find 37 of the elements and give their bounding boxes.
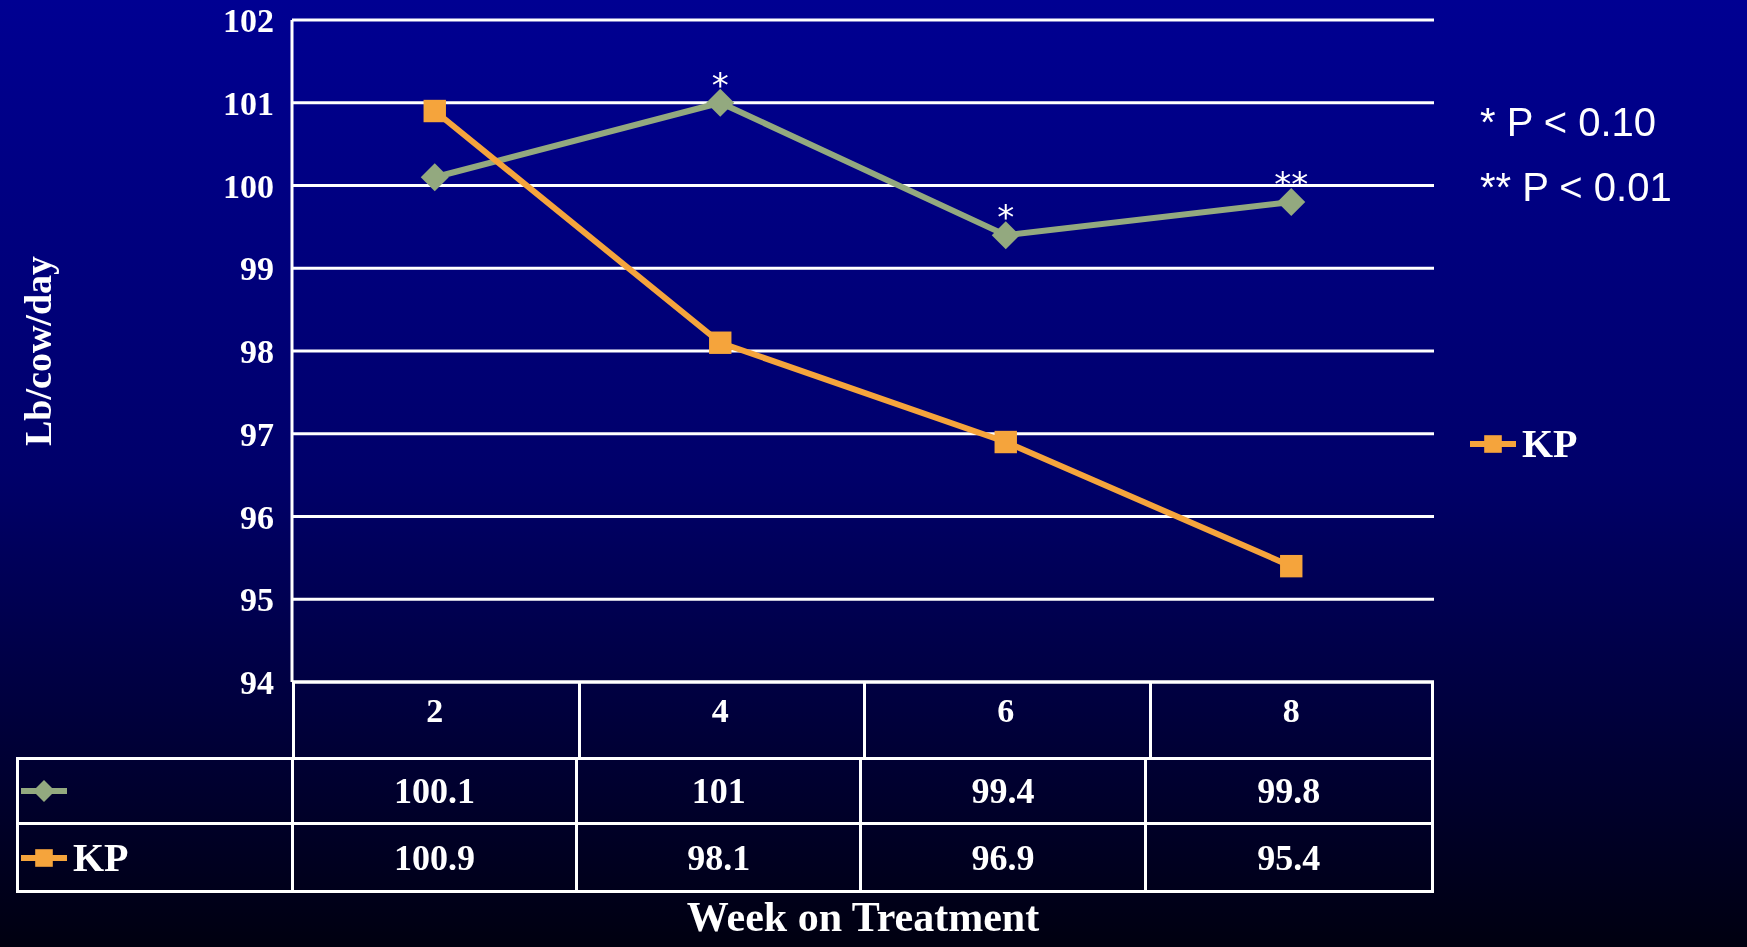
y-axis-title: Lb/cow/day [16, 255, 60, 447]
y-tick-label: 97 [240, 415, 274, 453]
annotation: * [997, 197, 1015, 238]
annotation: * [711, 64, 729, 105]
data-label: 99.8 [1256, 770, 1322, 813]
y-tick-label: 99 [240, 250, 274, 288]
x-tick-label: 6 [997, 692, 1015, 730]
text: * P < 0.10 [1480, 100, 1658, 145]
data-label: 101 [578, 760, 863, 822]
y-tick-label: 98 [240, 333, 274, 371]
x-tick-label: 8 [1282, 692, 1300, 730]
y-tick-label: 100 [223, 167, 274, 205]
data-label: 99.4 [862, 760, 1147, 822]
x-tick-label: 4 [711, 692, 729, 730]
data-label: 100.1 [293, 760, 579, 822]
point [709, 331, 732, 354]
x-axis-title: Week on Treatment [685, 893, 1041, 941]
data-label: 95.4 [1256, 836, 1322, 880]
point [994, 430, 1017, 454]
y-tick-label: 94 [240, 664, 274, 702]
y-tick-label: 95 [240, 581, 274, 619]
point [706, 88, 735, 117]
point [1280, 554, 1303, 578]
point [420, 163, 449, 192]
data-label: 98.1 [578, 825, 863, 890]
text: KP [73, 835, 129, 880]
point [1277, 188, 1306, 217]
point [991, 221, 1020, 250]
text: ** P < 0.01 [1480, 165, 1672, 210]
point [423, 99, 446, 123]
legend-label: KP [1522, 420, 1578, 467]
x-tick-label: 2 [426, 692, 444, 730]
y-tick-label: 101 [223, 84, 274, 122]
data-label: 100.9 [293, 825, 579, 890]
data-label: 96.9 [862, 825, 1147, 890]
y-tick-label: 96 [240, 498, 274, 536]
y-tick-label: 102 [223, 2, 274, 40]
